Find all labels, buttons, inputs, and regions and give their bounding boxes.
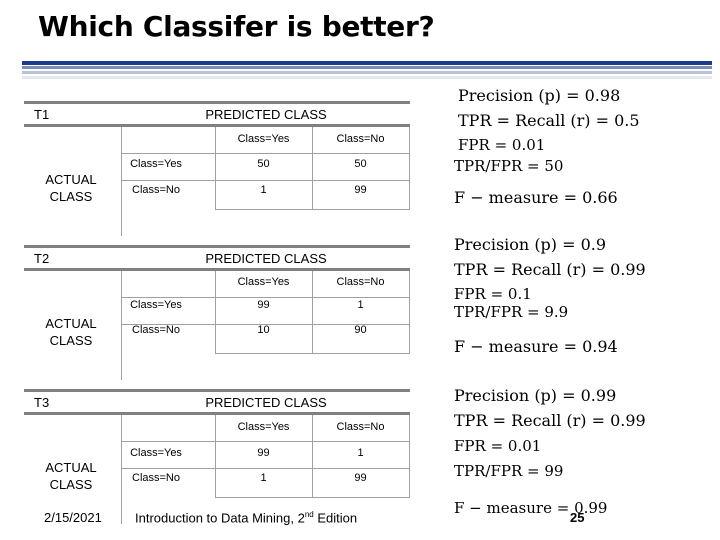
cell-fp: 10 <box>257 324 270 336</box>
grid-line <box>312 127 313 210</box>
col-header-yes: Class=Yes <box>237 276 290 288</box>
cell-tp: 99 <box>257 299 270 311</box>
col-header-yes: Class=Yes <box>237 421 290 433</box>
grid-line <box>409 127 410 210</box>
matrix-label: T2 <box>34 251 50 266</box>
tpr-fpr-formula: TPR/FPR = 9.9 <box>454 303 569 321</box>
cell-fp: 1 <box>260 472 267 484</box>
tpr-fpr-formula: TPR/FPR = 99 <box>454 462 564 480</box>
cell-fn: 50 <box>354 158 367 170</box>
confusion-matrix-t1: T1 PREDICTED CLASS Class=Yes Class=No Cl… <box>24 101 410 236</box>
row-header-yes: Class=Yes <box>130 158 182 170</box>
title-rule <box>22 76 712 79</box>
cell-tp: 50 <box>257 158 270 170</box>
grid-line <box>121 324 410 325</box>
grid-line <box>215 271 216 354</box>
footer-title-text: Introduction to Data Mining, 2 <box>135 510 305 526</box>
cell-fp: 1 <box>260 184 267 196</box>
slide-title: Which Classifer is better? <box>38 10 435 43</box>
grid-line <box>409 271 410 354</box>
grid-line <box>121 180 410 181</box>
predicted-class-header: PREDICTED CLASS <box>205 107 327 122</box>
grid-line <box>312 415 313 498</box>
grid-line <box>121 127 122 236</box>
col-header-no: Class=No <box>336 133 385 145</box>
recall-formula: TPR = Recall (r) = 0.5 <box>458 111 640 130</box>
actual-class-label: ACTUAL CLASS <box>36 315 106 349</box>
grid-line <box>215 353 410 354</box>
row-header-no: Class=No <box>132 472 180 484</box>
col-header-yes: Class=Yes <box>237 133 290 145</box>
fmeasure-formula: F − measure = 0.66 <box>454 188 618 207</box>
cell-tn: 99 <box>354 472 367 484</box>
actual-label-line: CLASS <box>49 189 93 204</box>
grid-line <box>121 297 410 298</box>
actual-class-label: ACTUAL CLASS <box>36 459 106 493</box>
row-header-no: Class=No <box>132 184 180 196</box>
recall-formula: TPR = Recall (r) = 0.99 <box>454 411 646 430</box>
tpr-fpr-formula: TPR/FPR = 50 <box>454 157 564 175</box>
cell-fn: 1 <box>357 299 364 311</box>
grid-line <box>215 497 410 498</box>
cell-fn: 1 <box>357 447 364 459</box>
cell-tn: 99 <box>354 184 367 196</box>
col-header-no: Class=No <box>336 421 385 433</box>
matrix-label: T1 <box>34 107 50 122</box>
footer-title-sup: nd <box>304 510 314 519</box>
predicted-class-header: PREDICTED CLASS <box>205 395 327 410</box>
matrix-header-bar <box>24 389 410 415</box>
confusion-matrix-t3: T3 PREDICTED CLASS Class=Yes Class=No Cl… <box>24 389 410 524</box>
grid-line <box>215 209 410 210</box>
grid-line <box>121 271 122 380</box>
grid-line <box>215 127 216 210</box>
fmeasure-formula: F − measure = 0.94 <box>454 337 618 356</box>
actual-label-line: ACTUAL <box>45 316 97 331</box>
actual-label-line: ACTUAL <box>45 460 97 475</box>
actual-class-label: ACTUAL CLASS <box>36 171 106 205</box>
grid-line <box>215 415 216 498</box>
title-rule <box>22 66 712 69</box>
fpr-formula: FPR = 0.01 <box>454 437 542 455</box>
title-rule <box>22 61 712 65</box>
row-header-no: Class=No <box>132 324 180 336</box>
actual-label-line: CLASS <box>49 333 93 348</box>
recall-formula: TPR = Recall (r) = 0.99 <box>454 260 646 279</box>
footer-title-end: Edition <box>313 510 358 526</box>
predicted-class-header: PREDICTED CLASS <box>205 251 327 266</box>
row-header-yes: Class=Yes <box>130 299 182 311</box>
grid-line <box>121 441 410 442</box>
grid-line <box>121 468 410 469</box>
title-rule <box>22 71 712 74</box>
grid-line <box>121 415 122 524</box>
page-number: 25 <box>570 510 585 525</box>
actual-label-line: CLASS <box>49 477 93 492</box>
cell-tn: 90 <box>354 324 367 336</box>
footer-date: 2/15/2021 <box>44 510 102 525</box>
fpr-formula: FPR = 0.1 <box>454 285 532 303</box>
precision-formula: Precision (p) = 0.9 <box>454 235 607 254</box>
confusion-matrix-t2: T2 PREDICTED CLASS Class=Yes Class=No Cl… <box>24 245 410 380</box>
grid-line <box>409 415 410 498</box>
footer-title: Introduction to Data Mining, 2nd Edition <box>135 510 357 525</box>
matrix-header-bar <box>24 245 410 271</box>
row-header-yes: Class=Yes <box>130 447 182 459</box>
precision-formula: Precision (p) = 0.99 <box>454 386 617 405</box>
grid-line <box>312 271 313 354</box>
matrix-label: T3 <box>34 395 50 410</box>
col-header-no: Class=No <box>336 276 385 288</box>
matrix-header-bar <box>24 101 410 127</box>
fmeasure-formula: F − measure = 0.99 <box>454 499 608 517</box>
cell-tp: 99 <box>257 447 270 459</box>
actual-label-line: ACTUAL <box>45 172 97 187</box>
precision-formula: Precision (p) = 0.98 <box>458 86 621 105</box>
grid-line <box>121 153 410 154</box>
fpr-formula: FPR = 0.01 <box>458 136 546 154</box>
